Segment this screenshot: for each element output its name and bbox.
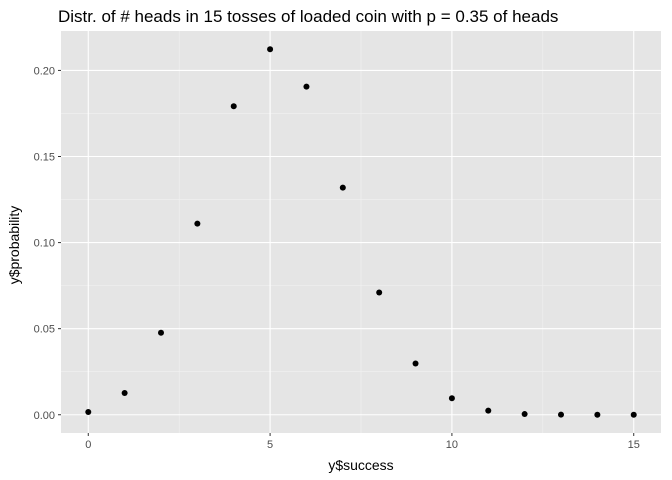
data-point [485, 407, 492, 414]
x-tick-label: 5 [267, 439, 273, 451]
chart-title: Distr. of # heads in 15 tosses of loaded… [58, 7, 558, 26]
data-point [121, 390, 128, 397]
x-tick-label: 15 [628, 439, 640, 451]
data-point [558, 411, 564, 418]
data-points [85, 46, 637, 418]
y-axis-ticks: 0.00 0.05 0.10 0.15 0.20 [34, 65, 61, 422]
data-point [303, 83, 310, 90]
minor-gridlines [61, 31, 661, 433]
data-point [448, 395, 455, 402]
data-point [521, 411, 528, 418]
y-axis-title: y$probability [6, 206, 22, 285]
major-gridlines [61, 31, 661, 433]
data-point [376, 289, 383, 296]
data-point [194, 220, 201, 227]
data-point [267, 46, 274, 53]
data-point [158, 329, 164, 336]
y-tick-label: 0.00 [34, 410, 55, 422]
x-axis-ticks: 0 5 10 15 [85, 433, 640, 451]
data-point [630, 411, 637, 418]
y-tick-label: 0.10 [34, 238, 55, 250]
x-tick-label: 10 [446, 439, 458, 451]
y-tick-label: 0.05 [34, 324, 55, 336]
data-point [412, 360, 419, 367]
y-tick-label: 0.20 [34, 65, 55, 77]
y-tick-label: 0.15 [34, 152, 55, 164]
data-point [594, 411, 601, 418]
data-point [339, 184, 346, 191]
data-point [85, 408, 92, 415]
x-tick-label: 0 [85, 439, 91, 451]
data-point [230, 103, 237, 110]
x-axis-title: y$success [328, 457, 393, 473]
